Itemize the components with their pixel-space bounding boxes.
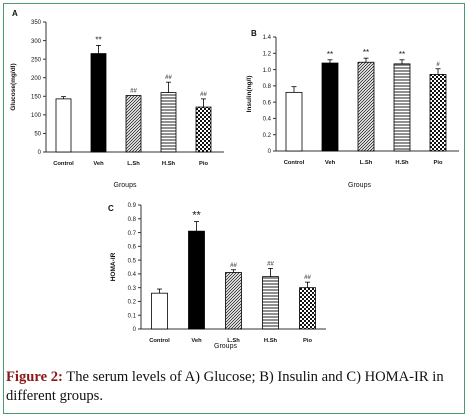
figure-charts: A 0 50 100 150 200 250 300 350 Glucose(mg/dl) Cont…: [10, 9, 459, 350]
panel-c-ytick-label: 0.8: [128, 217, 137, 223]
panel-b-bar-control: [285, 91, 303, 152]
panel-b-ytick-label: 1.4: [263, 35, 272, 41]
panel-b-ytick-label: 0.2: [263, 133, 272, 139]
panel-a-ytick-label: 300: [31, 39, 42, 45]
panel-a-bar-veh: [90, 53, 107, 153]
panel-c-ytick-label: 0.9: [128, 203, 137, 209]
panel-a-label: A: [12, 9, 18, 18]
caption-label: Figure 2:: [6, 369, 63, 385]
panel-c-ylabel: HOMA-IR: [110, 252, 117, 281]
panel-a-category-label: Veh: [93, 161, 104, 167]
caption-text: The serum levels of A) Glucose; B) Insul…: [6, 369, 444, 404]
panel-a-ytick-label: 150: [31, 94, 42, 100]
panel-b-ytick-label: 0: [268, 149, 272, 155]
panel-c-ytick-label: 0.4: [128, 272, 137, 278]
panel-c-annotation: **: [192, 210, 201, 222]
panel-a-category-label: Pio: [199, 161, 208, 167]
panel-b-ytick-label: 1.2: [263, 51, 272, 57]
panel-a-ytick-label: 50: [34, 132, 41, 138]
panel-b-ytick-label: 0.8: [263, 84, 272, 90]
panel-b-annotation: #: [436, 62, 440, 68]
panel-b-xlabel: Groups: [348, 182, 371, 189]
panel-c-annotation: ##: [267, 261, 274, 267]
figure: A 0 50 100 150 200 250 300 350 Glucose(mg/dl) Cont…: [3, 3, 465, 414]
panel-a-ytick-label: 0: [38, 150, 42, 156]
panel-c-ytick-label: 0.1: [128, 313, 137, 319]
panel-c-category-label: Pio: [303, 338, 312, 344]
panel-a-ytick-label: 250: [31, 57, 42, 63]
panel-c-ytick-label: 0.2: [128, 300, 137, 306]
panel-a-xlabel: Groups: [114, 182, 137, 189]
panel-c-annotation: ##: [230, 263, 237, 269]
panel-a-category-label: L.Sh: [127, 161, 140, 167]
panel-c-category-label: L.Sh: [227, 338, 240, 344]
panel-a-annotation: **: [95, 35, 101, 44]
panel-b-ytick-label: 0.4: [263, 117, 272, 123]
panel-b-bar-veh: [321, 62, 339, 152]
panel-a-category-label: Control: [53, 161, 74, 167]
panel-c-xlabel: Groups: [214, 343, 237, 350]
panel-c-ytick-label: 0.7: [128, 231, 137, 237]
figure-caption: Figure 2: The serum levels of A) Glucose…: [6, 368, 462, 406]
panel-a-bar-pio: [195, 106, 212, 153]
panel-b-bar-pio: [429, 74, 447, 152]
panel-a-ytick-label: 100: [31, 113, 42, 119]
panel-b-ytick-label: 0.6: [263, 100, 272, 106]
panel-b-bar-hsh: [393, 63, 411, 152]
panel-b-category-label: Pio: [433, 160, 442, 166]
panel-c-bar-control: [151, 292, 168, 330]
panel-c-bar-lsh: [225, 272, 242, 330]
panel-b-category-label: Veh: [325, 160, 336, 166]
panel-a-bar-control: [55, 98, 72, 153]
panel-a-bar-hsh: [160, 92, 177, 153]
panel-c-category-label: H.Sh: [264, 338, 278, 344]
panel-a-ytick-label: 200: [31, 76, 42, 82]
panel-b-annotation: **: [399, 50, 405, 59]
panel-a-annotation: ##: [165, 75, 172, 81]
panel-a-bar-lsh: [125, 95, 142, 153]
panel-a-category-label: H.Sh: [162, 161, 176, 167]
panel-a-ytick-label: 350: [31, 20, 42, 26]
panel-c-ytick-label: 0: [133, 327, 137, 333]
panel-b-category-label: H.Sh: [395, 160, 409, 166]
panel-c-bar-hsh: [262, 276, 279, 330]
panel-c-bar-pio: [299, 287, 316, 330]
panel-a-annotation: ##: [200, 92, 207, 98]
panel-b-annotation: **: [327, 50, 333, 59]
panel-b-ylabel: Insulin(ng/l): [246, 76, 253, 113]
panel-c-ytick-label: 0.5: [128, 258, 137, 264]
panel-b-annotation: **: [363, 48, 369, 57]
panel-a-ylabel: Glucose(mg/dl): [10, 63, 17, 110]
panel-c-annotation: ##: [304, 275, 311, 281]
panel-c-ytick-label: 0.3: [128, 286, 137, 292]
panel-c-ytick-label: 0.6: [128, 245, 137, 251]
panel-b-category-label: L.Sh: [360, 160, 373, 166]
panel-b-ytick-label: 1.0: [263, 68, 272, 74]
panel-c-category-label: Control: [149, 338, 170, 344]
panel-c-label: C: [108, 204, 114, 213]
panel-c-category-label: Veh: [191, 338, 202, 344]
panel-a-annotation: ##: [130, 89, 137, 95]
panel-b-category-label: Control: [284, 160, 305, 166]
panel-b-label: B: [251, 29, 257, 38]
panel-b-bar-lsh: [357, 61, 375, 152]
panel-c-bar-veh: [188, 230, 205, 330]
